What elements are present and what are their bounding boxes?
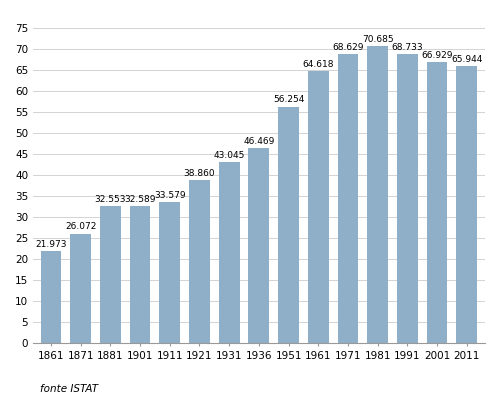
Bar [219, 162, 240, 343]
Text: 32.589: 32.589 [124, 195, 156, 204]
Text: 70.685: 70.685 [362, 35, 394, 44]
Bar [248, 148, 270, 343]
Bar [338, 54, 358, 343]
Bar [278, 106, 299, 343]
Text: 64.618: 64.618 [302, 60, 334, 69]
Text: 33.579: 33.579 [154, 191, 186, 200]
Bar [100, 206, 120, 343]
Bar [70, 234, 91, 343]
Bar [40, 251, 62, 343]
Text: fonte ISTAT: fonte ISTAT [40, 384, 98, 394]
Bar [368, 46, 388, 343]
Bar [130, 206, 150, 343]
Text: 43.045: 43.045 [214, 151, 245, 160]
Text: 38.860: 38.860 [184, 169, 216, 178]
Text: 21.973: 21.973 [35, 240, 66, 249]
Text: 32.553: 32.553 [94, 195, 126, 204]
Text: 26.072: 26.072 [65, 222, 96, 232]
Text: 46.469: 46.469 [243, 137, 274, 146]
Bar [189, 180, 210, 343]
Text: 65.944: 65.944 [451, 55, 482, 64]
Text: 66.929: 66.929 [422, 50, 453, 60]
Text: 68.733: 68.733 [392, 43, 423, 52]
Bar [160, 202, 180, 343]
Text: 68.629: 68.629 [332, 43, 364, 52]
Bar [397, 54, 418, 343]
Bar [456, 66, 477, 343]
Bar [426, 62, 448, 343]
Text: 56.254: 56.254 [273, 96, 304, 104]
Bar [308, 71, 328, 343]
